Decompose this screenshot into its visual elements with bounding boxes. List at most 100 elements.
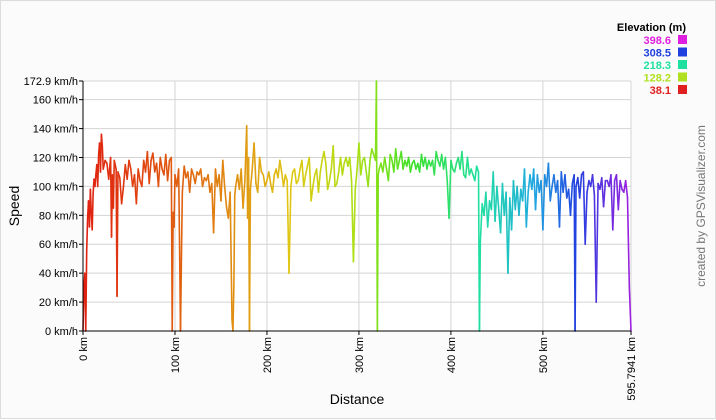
- speed-segment: [159, 156, 163, 170]
- speed-segment: [619, 179, 623, 191]
- speed-segment: [518, 188, 522, 217]
- speed-segment: [181, 165, 185, 193]
- speed-segment: [369, 148, 373, 162]
- axes: 0 km/h 20 km/h 40 km/h 60 km/h 80 km/h 100 km…: [24, 76, 638, 401]
- speed-segment: [113, 159, 117, 170]
- speed-segment: [199, 168, 204, 188]
- legend-value: 38.1: [650, 85, 671, 97]
- speed-segment: [120, 185, 125, 205]
- speed-segment: [262, 174, 266, 188]
- grid-lines: [82, 80, 632, 332]
- speed-segment: [256, 156, 261, 193]
- y-tick-label: 172.9 km/h: [24, 76, 78, 88]
- x-tick-label: 300 km: [354, 337, 366, 373]
- speed-segment: [624, 179, 629, 199]
- speed-segment: [271, 174, 276, 193]
- speed-segment: [116, 171, 119, 298]
- speed-segment: [363, 156, 368, 173]
- speed-segment: [242, 179, 246, 209]
- x-tick-label: 500 km: [538, 337, 550, 373]
- speed-segment: [433, 150, 437, 176]
- speed-segment: [293, 168, 298, 185]
- legend-value: 128.2: [643, 73, 671, 85]
- speed-segment: [152, 152, 156, 173]
- speed-segment: [478, 240, 482, 332]
- speed-segment: [400, 150, 404, 170]
- y-tick-label: 120 km/h: [33, 152, 78, 164]
- speed-segment: [354, 168, 358, 191]
- speed-segment: [85, 217, 89, 253]
- speed-segment: [301, 159, 305, 188]
- speed-segment: [89, 188, 93, 214]
- plot-area: [83, 81, 631, 331]
- y-tick-label: 80 km/h: [39, 210, 78, 222]
- x-tick-label: 200 km: [262, 337, 274, 373]
- speed-segment: [547, 162, 552, 202]
- speed-segment: [578, 174, 583, 199]
- speed-segment: [188, 168, 193, 193]
- speed-segment: [341, 162, 346, 176]
- speed-segment: [166, 159, 171, 182]
- speed-segment: [233, 194, 236, 289]
- y-tick-label: 140 km/h: [33, 124, 78, 136]
- speed-segment: [591, 174, 596, 196]
- speed-segment: [94, 174, 97, 188]
- speed-segment: [595, 182, 599, 303]
- speed-segment: [534, 174, 539, 211]
- speed-segment: [448, 159, 452, 220]
- legend-value: 398.6: [643, 35, 671, 47]
- legend-swatch: [678, 60, 687, 69]
- speed-segment: [389, 153, 393, 162]
- speed-segment: [279, 159, 283, 173]
- speed-segment: [387, 153, 392, 182]
- speed-segment: [542, 174, 546, 231]
- speed-segment: [171, 211, 174, 332]
- speed-segment: [302, 174, 307, 188]
- speed-segment: [157, 156, 162, 188]
- speed-segment: [332, 145, 336, 188]
- speed-segment: [102, 159, 106, 170]
- y-tick-label: 0 km/h: [45, 326, 78, 338]
- speed-segment: [249, 168, 254, 191]
- speed-segment: [180, 191, 184, 260]
- speed-profile: [82, 80, 632, 332]
- legend-swatch: [678, 72, 687, 82]
- speed-segment: [290, 171, 294, 188]
- speed-segment: [100, 133, 104, 147]
- speed-segment: [611, 179, 616, 231]
- x-axis-title: Distance: [330, 391, 385, 407]
- speed-segment: [248, 188, 252, 332]
- speed-segment: [549, 185, 553, 202]
- speed-segment: [474, 165, 478, 182]
- speed-segment: [253, 142, 257, 185]
- speed-segment: [453, 162, 458, 173]
- credit-text: created by GPSVisualizer.com: [694, 125, 708, 287]
- speed-segment: [602, 179, 607, 208]
- legend-swatch: [678, 35, 687, 44]
- speed-segment: [558, 171, 563, 228]
- speed-segment: [312, 174, 316, 188]
- speed-segment: [264, 179, 268, 188]
- speed-segment: [201, 176, 206, 188]
- speed-segment: [141, 159, 145, 188]
- speed-segment: [112, 159, 116, 209]
- legend-swatch: [678, 47, 687, 57]
- speed-segment: [117, 171, 121, 179]
- speed-segment: [367, 159, 371, 188]
- speed-segment: [258, 156, 263, 173]
- speed-segment: [310, 185, 314, 202]
- x-tick-label: 595.7941 km: [626, 337, 638, 401]
- speed-segment: [496, 185, 500, 211]
- speed-segment: [444, 156, 449, 182]
- speed-segment: [232, 286, 235, 332]
- speed-segment: [177, 168, 181, 248]
- speed-segment: [628, 286, 632, 332]
- speed-segment: [137, 168, 141, 182]
- legend-swatch: [678, 85, 687, 94]
- speed-segment: [222, 159, 226, 188]
- speed-segment: [376, 174, 380, 332]
- speed-segment: [510, 179, 515, 231]
- x-tick-label: 100 km: [170, 337, 182, 373]
